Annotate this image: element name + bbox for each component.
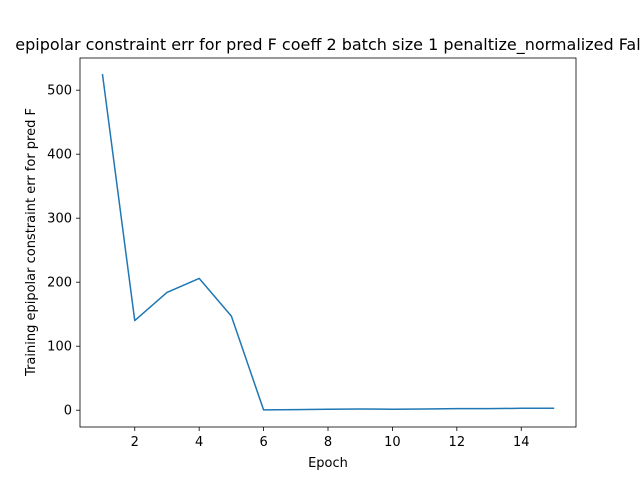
plot-area: 2 4 6 8 10 12 14 0 100 200 300 400 500 xyxy=(47,57,577,450)
y-tick-label: 300 xyxy=(47,212,72,227)
x-tick-label: 6 xyxy=(259,435,267,450)
y-tick-label: 100 xyxy=(47,340,72,355)
y-tick-label: 500 xyxy=(47,84,72,99)
y-tick-label: 200 xyxy=(47,276,72,291)
x-tick-label: 14 xyxy=(513,435,530,450)
x-tick-label: 10 xyxy=(384,435,401,450)
y-tick-label: 0 xyxy=(64,404,72,419)
x-tick-label: 12 xyxy=(449,435,466,450)
x-tick-label: 8 xyxy=(324,435,332,450)
x-tick-label: 2 xyxy=(131,435,139,450)
x-axis-label: Epoch xyxy=(308,456,348,471)
y-tick-label: 400 xyxy=(47,148,72,163)
y-axis-label: Training epipolar constraint err for pre… xyxy=(24,108,39,377)
x-tick-label: 4 xyxy=(195,435,203,450)
chart-title: epipolar constraint err for pred F coeff… xyxy=(15,35,640,55)
series-line-0 xyxy=(101,73,555,411)
plot-frame xyxy=(79,57,577,428)
